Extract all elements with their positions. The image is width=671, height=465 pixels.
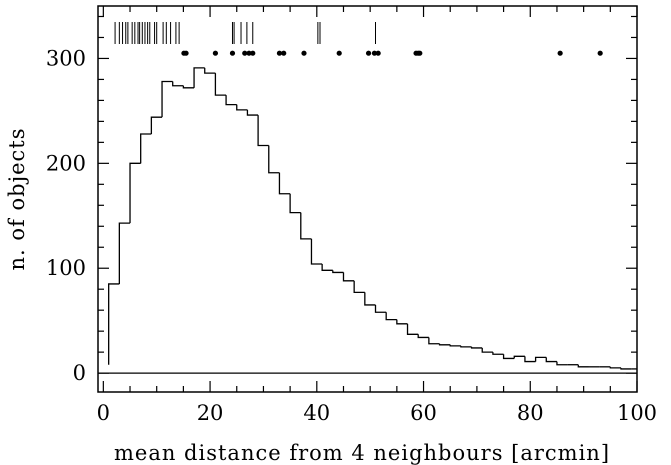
histogram-bin [524, 356, 536, 363]
histogram-bin [353, 280, 365, 294]
histogram-bin [161, 80, 173, 118]
histogram-bin [172, 81, 184, 87]
histogram-bin [289, 193, 301, 214]
histogram-steps [108, 67, 637, 370]
histogram-bin [609, 366, 621, 369]
histogram-bin [108, 283, 120, 365]
y-tick-label: 200 [46, 151, 86, 175]
histogram-bin [534, 356, 547, 362]
histogram-bin [364, 292, 376, 306]
histogram-bin [118, 222, 131, 284]
y-tick-label: 300 [46, 46, 86, 70]
object-dot [250, 50, 256, 56]
histogram-bin [449, 344, 461, 347]
object-dot [375, 50, 381, 56]
y-tick-label: 0 [73, 361, 86, 385]
object-dot [229, 50, 236, 56]
histogram-bin [620, 367, 632, 370]
histogram-bin [236, 104, 248, 111]
histogram-bin [129, 162, 141, 224]
histogram-bin [225, 95, 237, 106]
x-axis-title: mean distance from 4 neighbours [arcmin] [114, 441, 610, 465]
x-tick-label: 0 [97, 401, 110, 425]
axis-ticks [98, 6, 638, 392]
histogram-bin [193, 67, 205, 88]
histogram-bin [214, 73, 227, 96]
histogram-bin [428, 337, 440, 345]
histogram-bin [396, 319, 408, 325]
histogram-bin [268, 145, 280, 174]
y-axis-title: n. of objects [5, 128, 29, 271]
histogram-bin [417, 334, 429, 339]
x-tick-label: 100 [617, 401, 657, 425]
histogram-bin [321, 264, 333, 271]
histogram-bin [342, 272, 355, 282]
object-dot [336, 50, 342, 56]
histogram-bin [182, 85, 195, 89]
histogram-bin [300, 212, 312, 240]
histogram-bin [556, 361, 568, 366]
histogram-bin [406, 323, 419, 335]
histogram-bin [481, 347, 493, 353]
object-dot [242, 50, 248, 56]
object-dot [183, 50, 189, 56]
object-dot [212, 50, 219, 56]
histogram-bin [332, 270, 344, 274]
x-tick-label: 80 [517, 401, 544, 425]
histogram-bin [438, 343, 451, 346]
histogram-bin [470, 346, 483, 349]
histogram-bin [246, 109, 259, 116]
histogram-bin [150, 116, 163, 134]
histogram-bin [374, 304, 387, 313]
histogram-bin [140, 133, 152, 164]
histogram-bin [460, 345, 472, 348]
object-dot [365, 50, 372, 56]
histogram-bin [492, 352, 504, 355]
object-dot [597, 50, 603, 56]
tick-labels: 0 20 40 60 80 100 0 100 200 300 [46, 46, 657, 425]
histogram-bin [513, 355, 525, 359]
histogram-bin [545, 357, 557, 363]
object-marks [114, 22, 603, 56]
x-tick-label: 20 [197, 401, 224, 425]
histogram-bin [310, 238, 323, 265]
object-dot [246, 50, 252, 56]
x-tick-label: 40 [303, 401, 330, 425]
histogram-bin [385, 312, 397, 321]
x-tick-label: 60 [410, 401, 437, 425]
histogram-bin [577, 364, 589, 368]
object-dot [276, 50, 283, 56]
y-tick-label: 100 [46, 256, 86, 280]
object-dot [281, 50, 287, 56]
object-dot [301, 50, 307, 56]
object-dot [557, 50, 563, 56]
object-dot [371, 50, 378, 56]
histogram-bin [204, 67, 216, 74]
histogram-bin [278, 172, 291, 195]
object-dot [417, 50, 423, 56]
histogram-bin [502, 354, 515, 360]
plot-frame [97, 5, 638, 393]
histogram-bin [257, 115, 269, 147]
